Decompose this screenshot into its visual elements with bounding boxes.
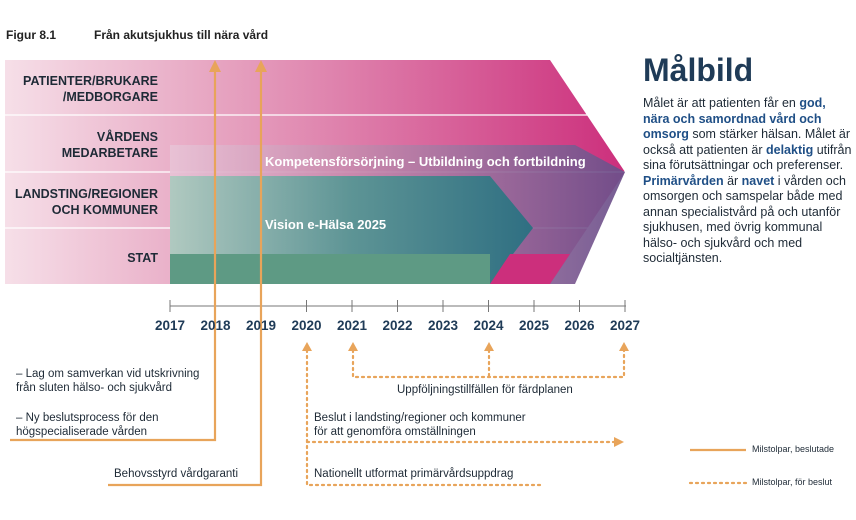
malbild-text-part: i vården och omsorgen och samspelar både… [643, 173, 846, 266]
milestone-note-decision-process: – Ny beslutsprocess för den högspecialis… [16, 411, 159, 439]
malbild-text-part: är [723, 173, 742, 188]
milestone-note-primary-care: Nationellt utformat primärvårdsuppdrag [314, 468, 514, 480]
row-label-text: STAT [127, 251, 158, 265]
milestone-2018-line [10, 66, 217, 442]
note-line: Beslut i landsting/regioner och kommuner [314, 412, 526, 424]
malbild-text-part: som stärker hälsan. Målet är också att p… [643, 127, 851, 157]
note-line: – Ny beslutsprocess för den [16, 412, 159, 424]
figure-label: Figur 8.1 [6, 28, 57, 42]
legend-decided-label: Milstolpar, beslutade [752, 444, 835, 454]
milestone-note-care-guarantee: Behovsstyrd vårdgaranti [114, 468, 239, 480]
figure-title: Från akutsjukhus till nära vård [94, 28, 269, 42]
row-label-text: LANDSTING/REGIONER OCH KOMMUNER [14, 187, 158, 217]
malbild-text-part: utifrån sina förutsättningar och prefere… [643, 142, 852, 173]
milestone-note-law: – Lag om samverkan vid utskrivning från … [16, 367, 199, 395]
year-label: 2025 [518, 318, 550, 333]
row-label-state: STAT [6, 250, 158, 266]
malbild-highlight: Primärvården [643, 173, 724, 188]
year-label: 2020 [291, 318, 322, 333]
malbild-title: Målbild [643, 52, 754, 88]
arrowhead-2027 [619, 342, 629, 351]
row-label-patients: PATIENTER/BRUKARE /MEDBORGARE [6, 73, 158, 105]
milestone-2020-line [305, 348, 542, 487]
row-label-regions: LANDSTING/REGIONER OCH KOMMUNER [6, 186, 158, 218]
patients-band-tail [490, 254, 570, 284]
arrowhead-2020 [302, 342, 312, 351]
note-line: högspecialiserade vården [16, 426, 148, 438]
competence-band-label: Kompetensförsörjning – Utbildning och fo… [265, 154, 586, 169]
milestone-2019-arrowhead [255, 60, 267, 72]
state-band [170, 254, 490, 284]
year-label: 2023 [427, 318, 459, 333]
year-label: 2022 [382, 318, 413, 333]
year-label: 2017 [154, 318, 186, 333]
milestone-note-regional-decision: Beslut i landsting/regioner och kommuner… [314, 411, 526, 439]
year-label: 2024 [473, 318, 504, 333]
malbild-highlight: god, nära och samordnad vård och omsorg [643, 96, 826, 141]
year-label: 2019 [245, 318, 277, 333]
milestone-2019-line [108, 66, 263, 487]
year-label: 2018 [200, 318, 231, 333]
malbild-text-part: Målet är att patienten får en [643, 96, 800, 110]
arrowhead-2024 [484, 342, 494, 351]
note-line: för att genomföra omställningen [314, 426, 476, 438]
arrowhead-right [614, 437, 624, 447]
note-line: från sluten hälso- och sjukvård [16, 382, 172, 394]
malbild-highlight: navet [741, 173, 775, 188]
vision-band-label: Vision e-Hälsa 2025 [265, 217, 387, 232]
year-label: 2021 [336, 318, 368, 333]
year-label: 2027 [609, 318, 641, 333]
milestone-2018-arrowhead [209, 60, 221, 72]
row-label-text: VÅRDENS MEDARBETARE [61, 130, 158, 160]
milestone-followup-line [351, 348, 626, 379]
row-label-text: PATIENTER/BRUKARE /MEDBORGARE [23, 74, 158, 104]
milestone-note-followup: Uppföljningstillfällen för färdplanen [397, 384, 573, 396]
malbild-text: Målet är att patienten får en god, nära … [643, 96, 853, 267]
row-label-staff: VÅRDENS MEDARBETARE [6, 129, 158, 161]
note-line: – Lag om samverkan vid utskrivning [16, 368, 200, 380]
year-label: 2026 [564, 318, 595, 333]
legend-proposed-label: Milstolpar, för beslut [752, 477, 833, 487]
malbild-highlight: delaktig [766, 142, 814, 157]
arrowhead-2021 [348, 342, 358, 351]
